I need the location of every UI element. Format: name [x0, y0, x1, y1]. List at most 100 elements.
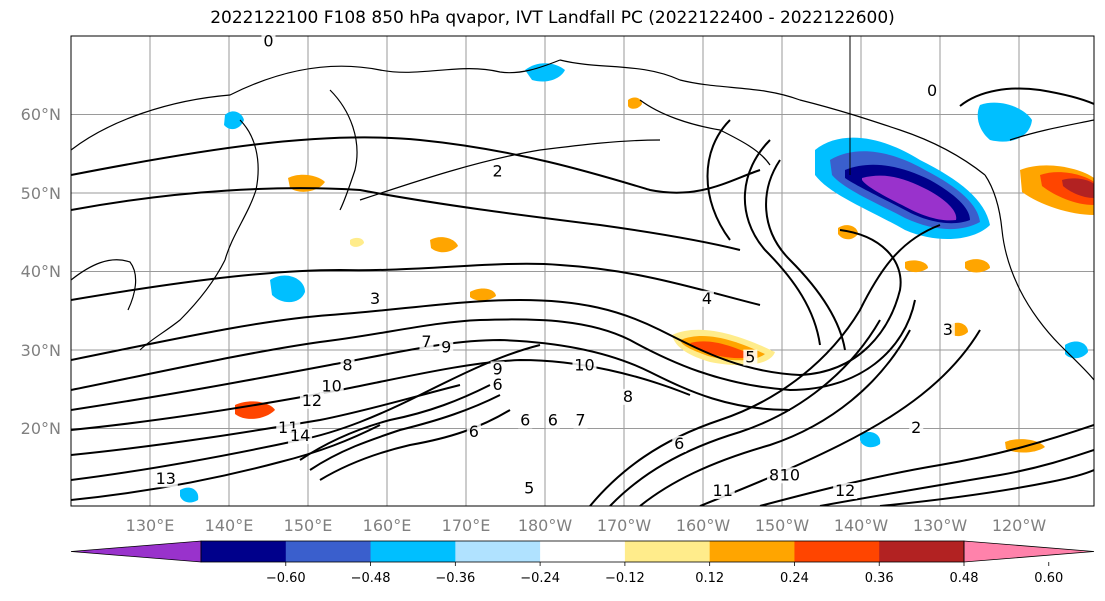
contour-label-bg [545, 412, 560, 429]
colorbar-tick-label: 0.12 [695, 571, 724, 586]
lon-label-150e: 150°E [284, 516, 333, 535]
contour-label-bg [319, 378, 344, 395]
contour-label: 6 [520, 410, 530, 429]
contour-label: 7 [421, 332, 431, 351]
colorbar-segment [201, 541, 287, 562]
colorbar-ticks: −0.60 −0.48 −0.36 −0.24 −0.12 0.12 0.24 0.36 0.4… [266, 562, 1063, 586]
contour-label-bg [368, 290, 383, 307]
contour-label: 2 [492, 162, 502, 181]
lat-label-20n: 20°N [21, 419, 61, 438]
contour-label: 5 [524, 479, 534, 498]
contour-label: 6 [469, 422, 479, 441]
colorbar-tick-label: 0.48 [950, 571, 979, 586]
contour-label: 13 [156, 469, 176, 488]
lat-label-30n: 30°N [21, 341, 61, 360]
contour-label: 8 [623, 387, 633, 406]
contour-label-bg [299, 392, 324, 409]
contour-label: 6 [674, 434, 684, 453]
lon-label-140e: 140°E [205, 516, 254, 535]
contour-label: 6 [492, 375, 502, 394]
lon-label-130e: 130°E [126, 516, 175, 535]
colorbar-tick-label: −0.60 [266, 571, 306, 586]
contour-label-bg [490, 163, 505, 180]
colorbar-extend-max [963, 540, 1095, 563]
contour-label: 8 [769, 465, 779, 484]
figure-title: 2022122100 F108 850 hPa qvapor, IVT Land… [210, 8, 895, 28]
colorbar-extend-min [70, 540, 202, 563]
contour-label-bg [439, 339, 454, 356]
contour-label-bg [940, 322, 955, 339]
contour-label: 11 [713, 481, 733, 500]
contour-label-bg [340, 357, 355, 374]
contour-label-bg [777, 467, 802, 484]
colorbar-segment [794, 541, 880, 562]
contour-label: 10 [322, 377, 342, 396]
contour-label-bg [925, 82, 940, 99]
contour-label: 10 [574, 355, 594, 374]
lat-label-60n: 60°N [21, 105, 61, 124]
colorbar [70, 540, 1095, 563]
contour-label-bg [466, 424, 481, 441]
contour-label: 3 [370, 289, 380, 308]
colorbar-segment [540, 541, 626, 562]
colorbar-tick-label: 0.24 [780, 571, 809, 586]
colorbar-tick-label: −0.48 [351, 571, 391, 586]
contour-label: 3 [943, 320, 953, 339]
contour-label: 9 [492, 359, 502, 378]
colorbar-tick-label: −0.24 [520, 571, 560, 586]
lon-label-150w: 150°W [755, 516, 810, 535]
contour-label-bg [743, 349, 758, 366]
contour-label-bg [909, 420, 924, 437]
coastlines [71, 36, 1094, 381]
contour-label-bg [490, 361, 505, 378]
contour-label: 8 [342, 355, 352, 374]
lon-label-160w: 160°W [676, 516, 731, 535]
contour-label-bg [699, 290, 714, 307]
contour-label-bg [490, 377, 505, 394]
contour-label-bg [573, 412, 588, 429]
negative-anomaly-gulf-of-alaska [815, 137, 990, 240]
contour-label-bg [261, 33, 276, 50]
negative-anomaly-alaska [180, 63, 1088, 503]
contour-label-bg [153, 471, 178, 488]
longitude-labels: 130°E 140°E 150°E 160°E 170°E 180°W 170°… [126, 516, 1047, 535]
colorbar-segment [370, 541, 456, 562]
lon-label-170e: 170°E [442, 516, 491, 535]
contour-label-bg [518, 412, 533, 429]
contour-label-bg [288, 428, 313, 445]
lon-label-170w: 170°W [597, 516, 652, 535]
contour-label: 9 [441, 337, 451, 356]
gridlines [71, 36, 1094, 506]
colorbar-segment [624, 541, 711, 562]
contour-label: 0 [927, 81, 937, 100]
contour-label: 12 [302, 391, 322, 410]
map-border [70, 35, 1095, 507]
contour-label: 5 [745, 348, 755, 367]
contour-label-bg [672, 435, 687, 452]
colorbar-segment [285, 541, 372, 562]
contour-label-bg [572, 357, 597, 374]
lat-label-40n: 40°N [21, 262, 61, 281]
contour-label-bg [620, 388, 635, 405]
colorbar-tick-label: −0.12 [605, 571, 645, 586]
ivt-contours [71, 87, 1094, 506]
colorbar-tick-label: 0.36 [865, 571, 894, 586]
lon-label-180w: 180°W [518, 516, 573, 535]
latitude-labels: 60°N 50°N 40°N 30°N 20°N [21, 105, 61, 438]
lon-label-160e: 160°E [363, 516, 412, 535]
contour-label: 14 [290, 426, 310, 445]
contour-label-bg [522, 480, 537, 497]
colorbar-border [200, 540, 965, 563]
contour-label-bg [833, 483, 858, 500]
lon-label-140w: 140°W [834, 516, 889, 535]
lon-label-130w: 130°W [913, 516, 968, 535]
colorbar-tick-label: 0.60 [1034, 571, 1063, 586]
contour-label-bg [419, 333, 434, 350]
contour-label: 4 [702, 289, 712, 308]
colorbar-segment [879, 541, 965, 562]
contour-label: 12 [835, 481, 855, 500]
contour-label-bg [710, 483, 735, 500]
colorbar-segment [455, 541, 541, 562]
